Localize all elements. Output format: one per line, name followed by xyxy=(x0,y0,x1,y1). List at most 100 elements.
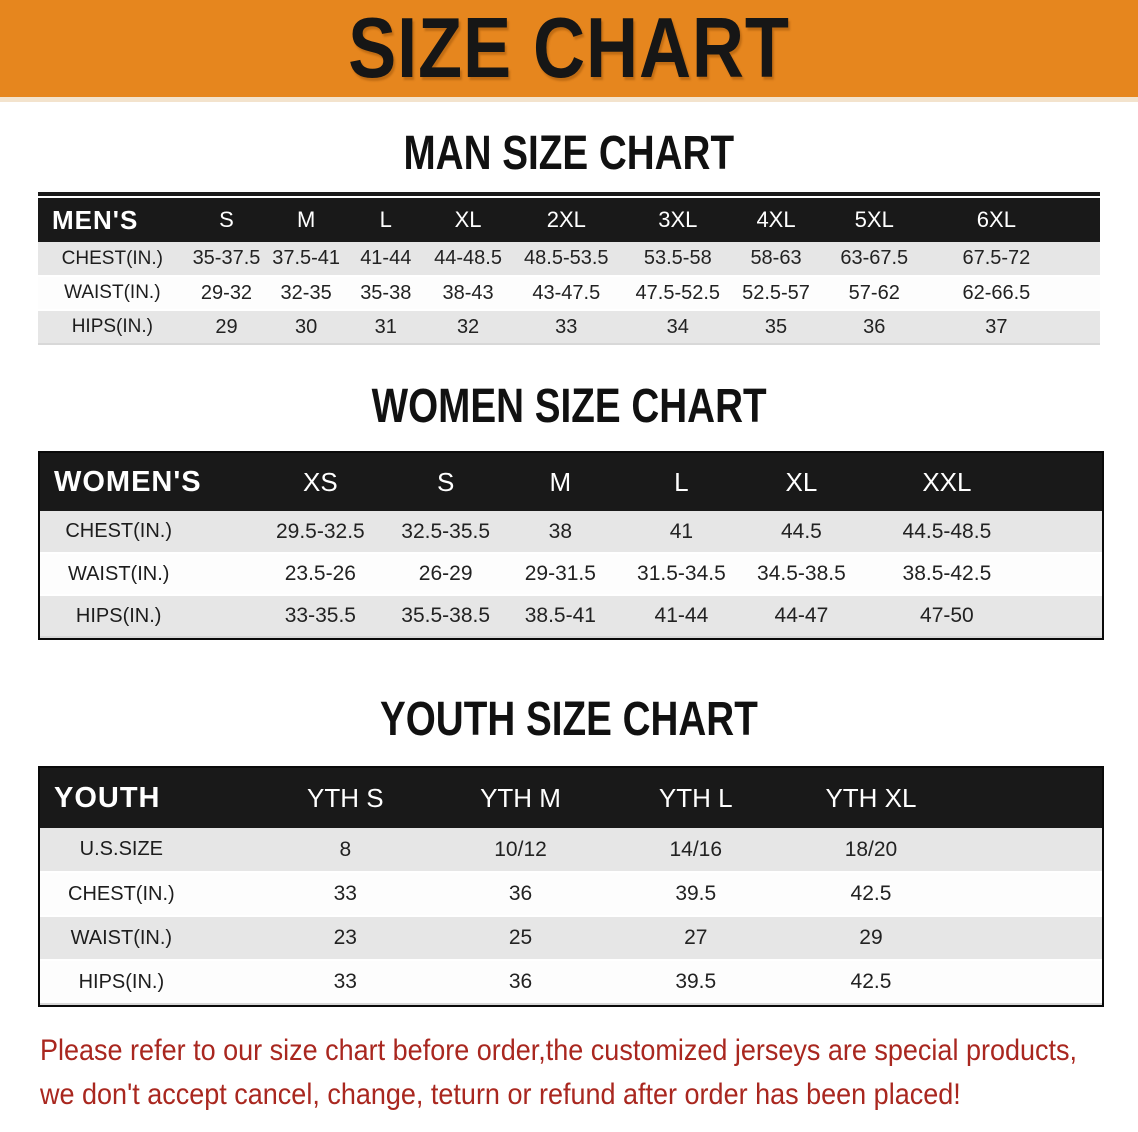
row-label: WAIST(IN.) xyxy=(64,282,161,303)
size-cell: 53.5-58 xyxy=(643,247,712,269)
disclaimer: Please refer to our size chart before or… xyxy=(40,1029,1138,1117)
size-cell: 10/12 xyxy=(494,837,547,861)
size-cell: 52.5-57 xyxy=(742,281,810,304)
size-column-header: L xyxy=(379,207,392,232)
size-column-header: XXL xyxy=(922,466,972,497)
size-cell: 23.5-26 xyxy=(284,562,356,585)
size-cell: 37.5-41 xyxy=(272,247,341,269)
size-cell: 26-29 xyxy=(418,562,473,585)
size-cell: 8 xyxy=(339,837,352,861)
size-table-grid: YOUTH YTH S YTH M YTH L YTH XL U.S.SIZE 8 10/12… xyxy=(40,768,1102,1005)
size-cell: 63-67.5 xyxy=(840,247,909,269)
youth-section-heading-text: YOUTH SIZE CHART xyxy=(380,690,758,746)
disclaimer-line-2: we don't accept cancel, change, teturn o… xyxy=(40,1073,1138,1117)
size-column-header: 2XL xyxy=(546,207,586,232)
size-cell: 48.5-53.5 xyxy=(524,247,609,269)
size-table-grid: MEN'S S M L XL 2XL 3XL 4XL 5XL 6XL CHEST(IN.) 35-37… xyxy=(38,198,1100,345)
size-cell: 34.5-38.5 xyxy=(757,562,846,585)
table-row: HIPS(IN.) 33 36 39.5 42.5 xyxy=(40,960,1102,1004)
size-column-header: XS xyxy=(303,466,338,497)
row-label: WAIST(IN.) xyxy=(70,926,173,949)
filler-cell xyxy=(1036,553,1102,595)
size-cell: 30 xyxy=(295,315,318,338)
filler-cell xyxy=(959,828,1102,872)
size-cell: 35-38 xyxy=(360,281,412,304)
size-cell: 33 xyxy=(333,882,357,905)
size-cell: 29 xyxy=(859,926,883,949)
size-cell: 43-47.5 xyxy=(532,281,601,304)
women-size-table: WOMEN'S XS S M L XL XXL CHEST(IN.) 29.5-32.5 32.5… xyxy=(38,451,1104,640)
size-cell: 39.5 xyxy=(675,882,717,905)
size-cell: 33 xyxy=(555,315,578,338)
table-corner-label: WOMEN'S xyxy=(54,465,202,498)
filler-cell xyxy=(1036,453,1102,511)
size-cell: 38.5-42.5 xyxy=(902,562,992,585)
banner: SIZE CHART xyxy=(0,0,1138,102)
size-cell: 29.5-32.5 xyxy=(275,519,365,543)
women-section-heading-text: WOMEN SIZE CHART xyxy=(371,377,767,433)
size-column-header: YTH XL xyxy=(825,782,917,813)
table-row: U.S.SIZE 8 10/12 14/16 18/20 xyxy=(40,828,1102,872)
size-cell: 38-43 xyxy=(442,281,494,304)
size-cell: 29-32 xyxy=(200,281,253,304)
header-row: MEN'S S M L XL 2XL 3XL 4XL 5XL 6XL xyxy=(38,198,1100,242)
size-cell: 44-47 xyxy=(774,604,829,627)
row-label: CHEST(IN.) xyxy=(61,247,163,269)
size-column-header: L xyxy=(674,466,689,497)
size-column-header: S xyxy=(436,466,455,497)
youth-section-heading: YOUTH SIZE CHART xyxy=(0,690,1138,746)
size-cell: 41 xyxy=(669,519,694,543)
filler-cell xyxy=(1036,595,1102,637)
section-youth: YOUTH SIZE CHART YOUTH YTH S YTH M YTH L YTH… xyxy=(0,690,1138,1007)
filler-cell xyxy=(1036,511,1102,553)
size-column-header: YTH M xyxy=(480,782,561,813)
table-row: CHEST(IN.) 35-37.5 37.5-41 41-44 44-48.5 48.5… xyxy=(38,242,1100,276)
table-row: WAIST(IN.) 23.5-26 26-29 29-31.5 31.5-34.5 34… xyxy=(40,553,1102,595)
size-cell: 42.5 xyxy=(850,970,892,993)
row-label: U.S.SIZE xyxy=(79,838,164,860)
filler-cell xyxy=(1063,276,1100,310)
men-section-heading-text: MAN SIZE CHART xyxy=(403,124,735,180)
size-column-header: 4XL xyxy=(756,207,796,232)
table-row: WAIST(IN.) 29-32 32-35 35-38 38-43 43-47.5 47.… xyxy=(38,276,1100,310)
table-row: CHEST(IN.) 33 36 39.5 42.5 xyxy=(40,872,1102,916)
size-cell: 47-50 xyxy=(920,604,974,627)
size-column-header: XL xyxy=(454,207,482,232)
size-cell: 35-37.5 xyxy=(192,247,261,269)
banner-title: SIZE CHART xyxy=(348,0,790,96)
size-cell: 44-48.5 xyxy=(434,247,502,269)
size-cell: 44.5-48.5 xyxy=(902,519,992,543)
size-cell: 41-44 xyxy=(360,247,412,269)
size-column-header: XL xyxy=(785,466,818,497)
size-cell: 32.5-35.5 xyxy=(401,519,491,543)
size-cell: 67.5-72 xyxy=(962,247,1031,269)
size-cell: 62-66.5 xyxy=(962,281,1031,304)
table-row: WAIST(IN.) 23 25 27 29 xyxy=(40,916,1102,960)
disclaimer-line-1-text: Please refer to our size chart before or… xyxy=(40,1034,1078,1067)
size-cell: 18/20 xyxy=(844,837,898,861)
size-cell: 42.5 xyxy=(850,882,892,905)
filler-cell xyxy=(1063,310,1100,344)
filler-cell xyxy=(1063,242,1100,276)
size-cell: 33 xyxy=(333,970,357,993)
table-row: HIPS(IN.) 29 30 31 32 33 34 35 36 37 xyxy=(38,310,1100,344)
size-column-header: YTH L xyxy=(658,782,733,813)
size-cell: 25 xyxy=(508,926,533,949)
size-cell: 23 xyxy=(333,926,357,949)
table-corner-label: YOUTH xyxy=(54,781,161,814)
header-row: WOMEN'S XS S M L XL XXL xyxy=(40,453,1102,511)
size-cell: 33-35.5 xyxy=(284,604,356,627)
size-table-grid: WOMEN'S XS S M L XL XXL CHEST(IN.) 29.5-32.5 32.5… xyxy=(40,453,1102,638)
size-column-header: 5XL xyxy=(854,207,894,232)
size-cell: 35 xyxy=(764,315,788,338)
header-row: YOUTH YTH S YTH M YTH L YTH XL xyxy=(40,768,1102,828)
size-cell: 14/16 xyxy=(669,837,723,861)
size-cell: 36 xyxy=(508,970,533,993)
row-label: HIPS(IN.) xyxy=(78,970,165,993)
size-cell: 32 xyxy=(456,315,480,338)
size-cell: 29 xyxy=(215,315,238,338)
size-cell: 37 xyxy=(985,315,1008,338)
men-size-table: MEN'S S M L XL 2XL 3XL 4XL 5XL 6XL CHEST(IN.) 35-37… xyxy=(38,192,1100,345)
size-cell: 44.5 xyxy=(780,519,822,543)
